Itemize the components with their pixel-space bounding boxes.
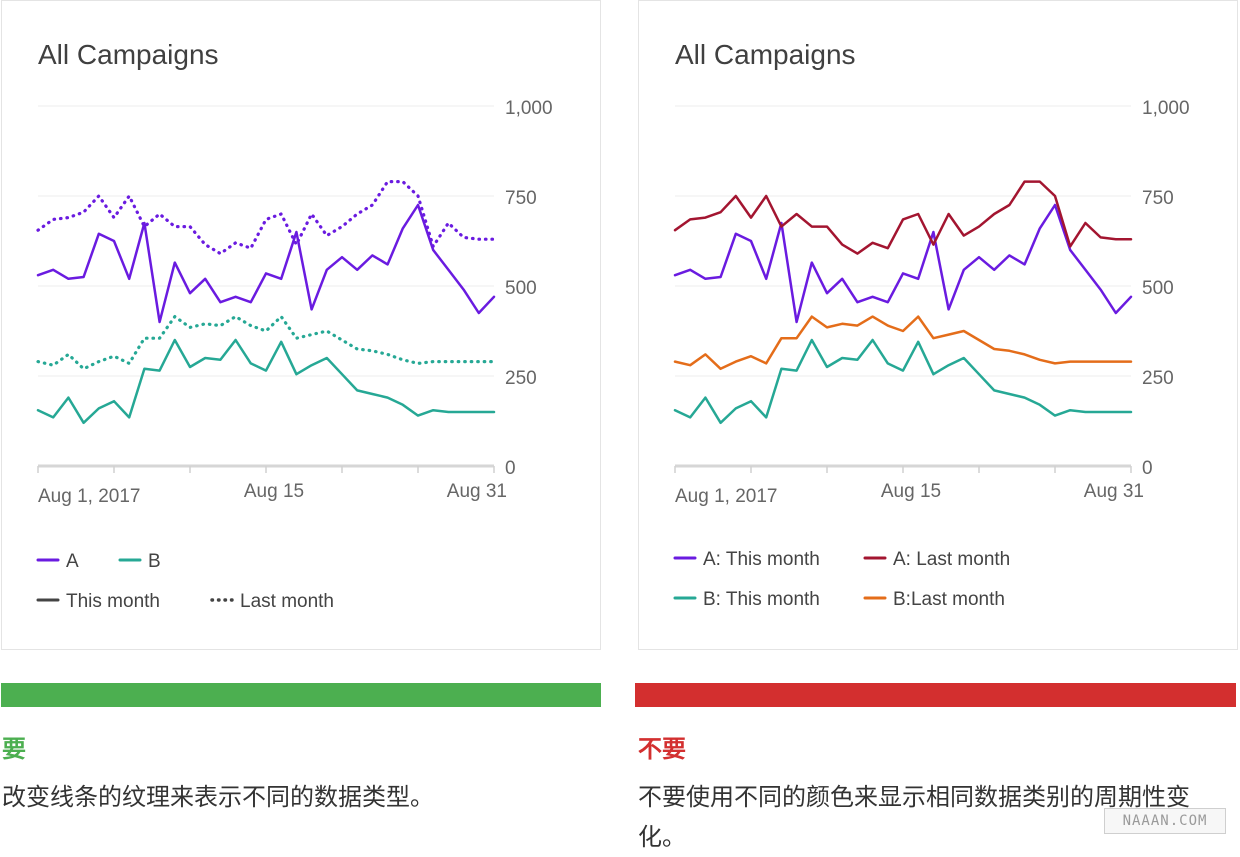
- series-line-0: [36, 203, 496, 324]
- x-tick-label: Aug 15: [244, 481, 304, 502]
- y-tick-label: 1,000: [1142, 98, 1190, 119]
- watermark: NAAAN.COM: [1104, 808, 1226, 834]
- series-line-2: [673, 338, 1133, 425]
- line-chart-dont: All Campaigns 1,000 750 500 250 0 Aug 1, 2017 A…: [673, 39, 1190, 610]
- series-line-2: [36, 338, 496, 425]
- series-line-3: [36, 315, 496, 371]
- y-tick-label: 500: [1142, 278, 1174, 299]
- series-line-0: [673, 203, 1133, 324]
- y-tick-label: 1,000: [505, 98, 553, 119]
- legend-label: B: This month: [703, 589, 820, 610]
- y-tick-label: 250: [505, 368, 537, 389]
- x-tick-label: Aug 31: [1084, 481, 1144, 502]
- series-line-3: [673, 315, 1133, 371]
- dont-description: 不要使用不同的颜色来显示相同数据类别的周期性变化。: [638, 783, 1190, 851]
- series-line-1: [36, 180, 496, 256]
- chart-card-dont: All Campaigns 1,000 750 500 250 0 Aug 1, 2017 A…: [638, 0, 1238, 650]
- y-tick-label: 750: [1142, 188, 1174, 209]
- y-tick-label: 750: [505, 188, 537, 209]
- legend-label: Last month: [240, 591, 334, 612]
- chart-card-do: All Campaigns 1,000 750 500 250 0 Aug 1, 2017 A…: [1, 0, 601, 650]
- legend-label: A: This month: [703, 549, 820, 570]
- do-label: 要: [2, 735, 26, 763]
- do-indicator-bar: [1, 683, 601, 707]
- y-tick-label: 250: [1142, 368, 1174, 389]
- x-tick-label: Aug 15: [881, 481, 941, 502]
- y-tick-label: 500: [505, 278, 537, 299]
- x-tick-label: Aug 1, 2017: [38, 486, 140, 507]
- line-chart-do: All Campaigns 1,000 750 500 250 0 Aug 1, 2017 A…: [36, 39, 553, 612]
- legend-label: A: [66, 551, 79, 572]
- legend-label: B: [148, 551, 161, 572]
- dont-indicator-bar: [635, 683, 1236, 707]
- series-line-1: [673, 180, 1133, 255]
- legend-label: This month: [66, 591, 160, 612]
- x-tick-label: Aug 31: [447, 481, 507, 502]
- do-description: 改变线条的纹理来表示不同的数据类型。: [2, 783, 434, 811]
- chart-title: All Campaigns: [675, 39, 856, 70]
- dont-label: 不要: [638, 735, 686, 763]
- x-tick-label: Aug 1, 2017: [675, 486, 777, 507]
- y-tick-label: 0: [1142, 458, 1153, 479]
- legend-label: A: Last month: [893, 549, 1010, 570]
- y-tick-label: 0: [505, 458, 516, 479]
- legend-label: B:Last month: [893, 589, 1005, 610]
- chart-title: All Campaigns: [38, 39, 219, 70]
